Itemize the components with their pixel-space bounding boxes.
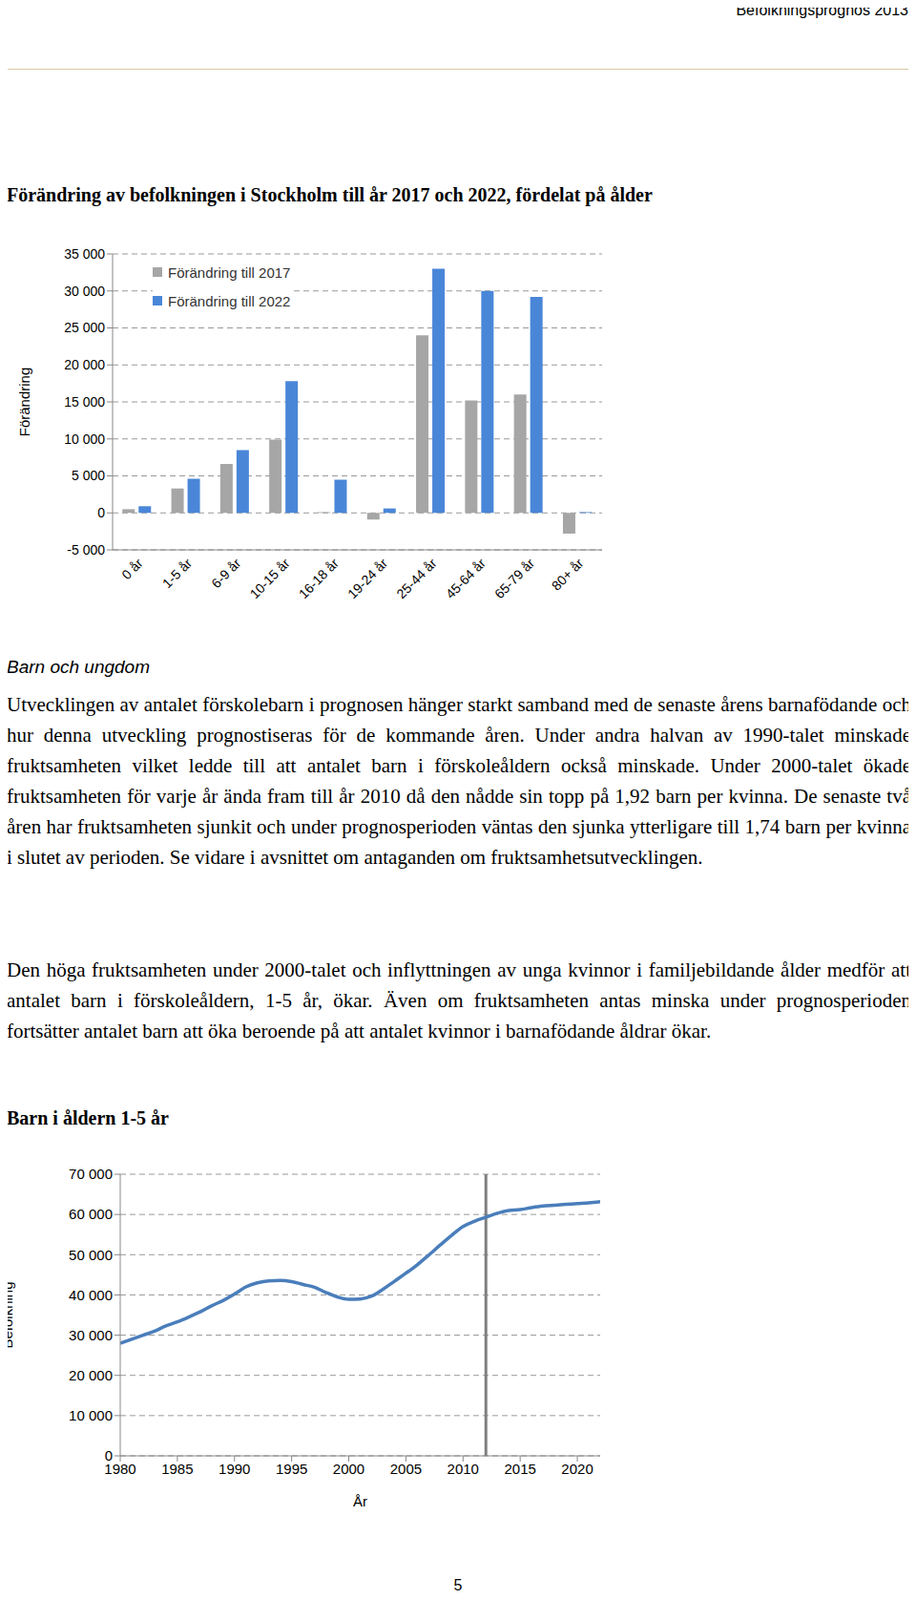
svg-text:0 år: 0 år <box>118 555 146 583</box>
svg-text:20 000: 20 000 <box>63 356 105 373</box>
svg-text:År: År <box>353 1492 368 1509</box>
svg-text:60 000: 60 000 <box>68 1205 113 1222</box>
svg-text:40 000: 40 000 <box>68 1286 113 1303</box>
html-text:Förändring av befolkningen i S: Förändring av befolkningen i Stockholm t… <box>6 184 653 206</box>
svg-text:25 000: 25 000 <box>63 319 105 335</box>
svg-text:Förändring: Förändring <box>19 367 33 438</box>
svg-text:2005: 2005 <box>390 1459 422 1477</box>
svg-text:10 000: 10 000 <box>68 1406 113 1423</box>
html-text:Förändring till 2022: Förändring till 2022 <box>167 292 291 309</box>
svg-text:2000: 2000 <box>333 1459 365 1477</box>
svg-text:70 000: 70 000 <box>68 1165 113 1182</box>
svg-text:2010: 2010 <box>447 1459 479 1477</box>
svg-text:6-9 år: 6-9 år <box>208 555 244 591</box>
svg-text:15 000: 15 000 <box>63 394 105 410</box>
svg-text:1985: 1985 <box>161 1459 193 1477</box>
html-text:Barn och ungdom: Barn och ungdom <box>6 656 150 677</box>
svg-text:10 000: 10 000 <box>63 431 105 447</box>
svg-text:30 000: 30 000 <box>68 1326 113 1343</box>
svg-text:1-5 år: 1-5 år <box>159 555 195 591</box>
svg-text:80+ år: 80+ år <box>548 555 587 594</box>
svg-text:30 000: 30 000 <box>63 283 105 299</box>
svg-text:20 000: 20 000 <box>68 1366 113 1383</box>
html-text:Den höga fruktsamheten under 2: Den höga fruktsamheten under 2000-talet … <box>6 957 912 1042</box>
svg-text:50 000: 50 000 <box>68 1246 113 1263</box>
svg-text:10-15 år: 10-15 år <box>247 555 293 602</box>
svg-text:-5 000: -5 000 <box>66 541 105 558</box>
html-text:Förändring till 2017: Förändring till 2017 <box>167 263 291 281</box>
svg-text:5 000: 5 000 <box>71 467 105 483</box>
svg-text:0: 0 <box>97 504 105 521</box>
svg-text:0: 0 <box>104 1446 113 1463</box>
svg-text:1995: 1995 <box>275 1459 308 1477</box>
html-text:Utvecklingen av antalet försko: Utvecklingen av antalet förskolebarn i p… <box>6 692 912 869</box>
svg-text:1990: 1990 <box>218 1459 250 1477</box>
svg-text:25-44 år: 25-44 år <box>393 555 439 602</box>
svg-text:2015: 2015 <box>503 1459 536 1477</box>
svg-text:2020: 2020 <box>561 1459 593 1477</box>
svg-text:Befolkning: Befolkning <box>7 1280 16 1348</box>
html-text:Befolkningsprognos 2013: Befolkningsprognos 2013 <box>736 1 909 19</box>
svg-text:35 000: 35 000 <box>63 246 105 262</box>
html-text:Barn i åldern 1-5 år: Barn i åldern 1-5 år <box>6 1106 169 1128</box>
svg-text:19-24 år: 19-24 år <box>344 555 391 602</box>
svg-text:65-79 år: 65-79 år <box>491 555 538 602</box>
html-text:5: 5 <box>453 1576 463 1593</box>
svg-text:1980: 1980 <box>104 1459 137 1476</box>
svg-text:16-18 år: 16-18 år <box>295 555 342 602</box>
svg-text:45-64 år: 45-64 år <box>442 555 489 602</box>
